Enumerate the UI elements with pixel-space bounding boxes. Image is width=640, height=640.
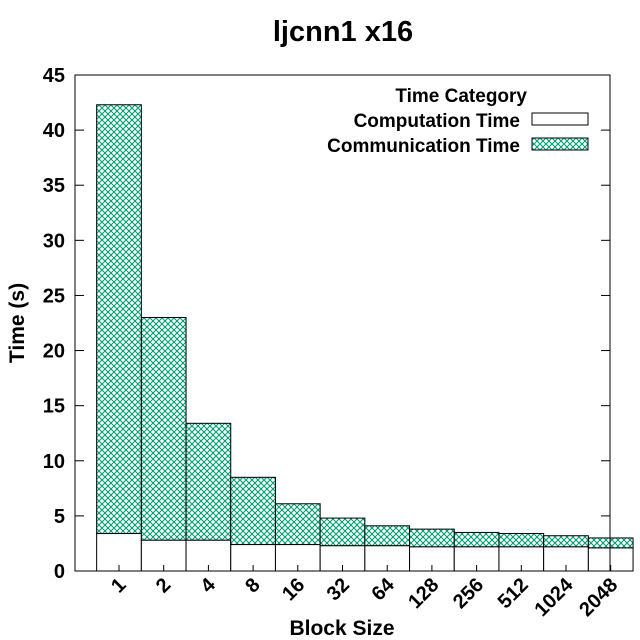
x-tick-label-1024: 1024 xyxy=(531,573,579,621)
bar-computation-1 xyxy=(96,533,142,572)
x-tick-label-8: 8 xyxy=(241,574,264,597)
y-tick-label: 45 xyxy=(43,65,65,87)
x-tick-label-2: 2 xyxy=(152,574,175,597)
legend-swatch-computation xyxy=(531,112,589,126)
y-tick-label: 15 xyxy=(43,396,65,418)
bars-layer xyxy=(96,104,634,572)
x-tick-label-128: 128 xyxy=(404,574,443,613)
x-tick-label-64: 64 xyxy=(367,573,399,605)
bar-communication-2 xyxy=(140,316,187,541)
bar-communication-4 xyxy=(185,422,232,541)
bar-communication-128 xyxy=(409,528,455,548)
x-axis-label: Block Size xyxy=(289,617,394,640)
y-tick-label: 0 xyxy=(54,561,65,583)
legend-label-computation: Computation Time xyxy=(354,111,520,132)
y-tick-label: 10 xyxy=(43,451,65,473)
bar-communication-1 xyxy=(96,104,142,535)
legend: Time Category Computation Time Communica… xyxy=(327,86,589,157)
legend-swatch-communication xyxy=(531,137,589,151)
bar-communication-8 xyxy=(230,476,276,546)
x-tick-label-512: 512 xyxy=(494,574,533,613)
y-tick-label: 20 xyxy=(43,341,65,363)
bar-communication-512 xyxy=(498,533,545,548)
bar-communication-32 xyxy=(319,517,366,547)
bar-communication-16 xyxy=(274,503,321,546)
legend-label-communication: Communication Time xyxy=(327,136,520,157)
y-tick-label: 5 xyxy=(54,506,65,528)
y-tick-label: 30 xyxy=(43,230,65,252)
y-axis: 0 5 10 15 20 25 30 35 40 45 xyxy=(43,65,610,583)
chart-title: ljcnn1 x16 xyxy=(273,16,413,48)
x-tick-label-256: 256 xyxy=(449,574,488,613)
bar-communication-2048 xyxy=(587,537,634,549)
x-tick-label-4: 4 xyxy=(197,573,221,597)
bar-communication-1024 xyxy=(543,535,589,548)
legend-title: Time Category xyxy=(395,86,527,107)
bar-communication-64 xyxy=(364,525,411,547)
bar-communication-256 xyxy=(453,531,500,548)
x-tick-label-1: 1 xyxy=(107,574,130,597)
y-tick-label: 25 xyxy=(43,285,65,307)
x-tick-label-2048: 2048 xyxy=(575,574,622,621)
x-tick-label-16: 16 xyxy=(278,574,309,605)
x-tick-label-32: 32 xyxy=(323,574,354,605)
plot-frame xyxy=(74,74,611,572)
y-tick-label: 35 xyxy=(43,175,65,197)
y-axis-label: Time (s) xyxy=(6,283,29,363)
y-tick-label: 40 xyxy=(43,120,65,142)
